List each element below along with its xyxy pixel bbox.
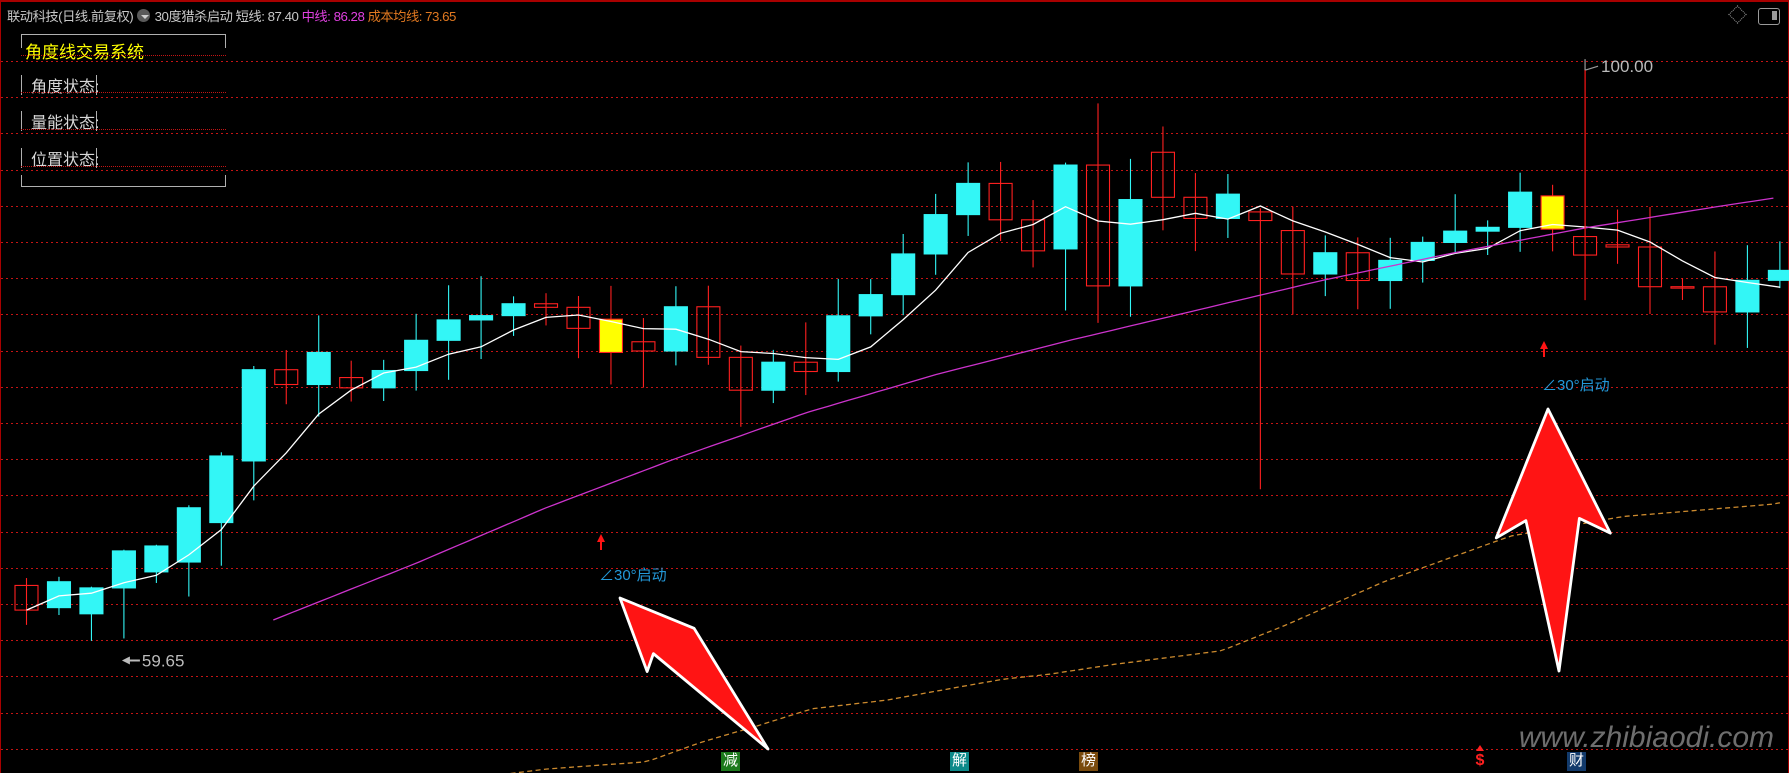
svg-text:59.65: 59.65 [142,651,185,670]
svg-text:∠30°启动: ∠30°启动 [1542,377,1610,394]
svg-text:∠30°启动: ∠30°启动 [599,567,667,584]
svg-text:100.00: 100.00 [1601,57,1653,76]
